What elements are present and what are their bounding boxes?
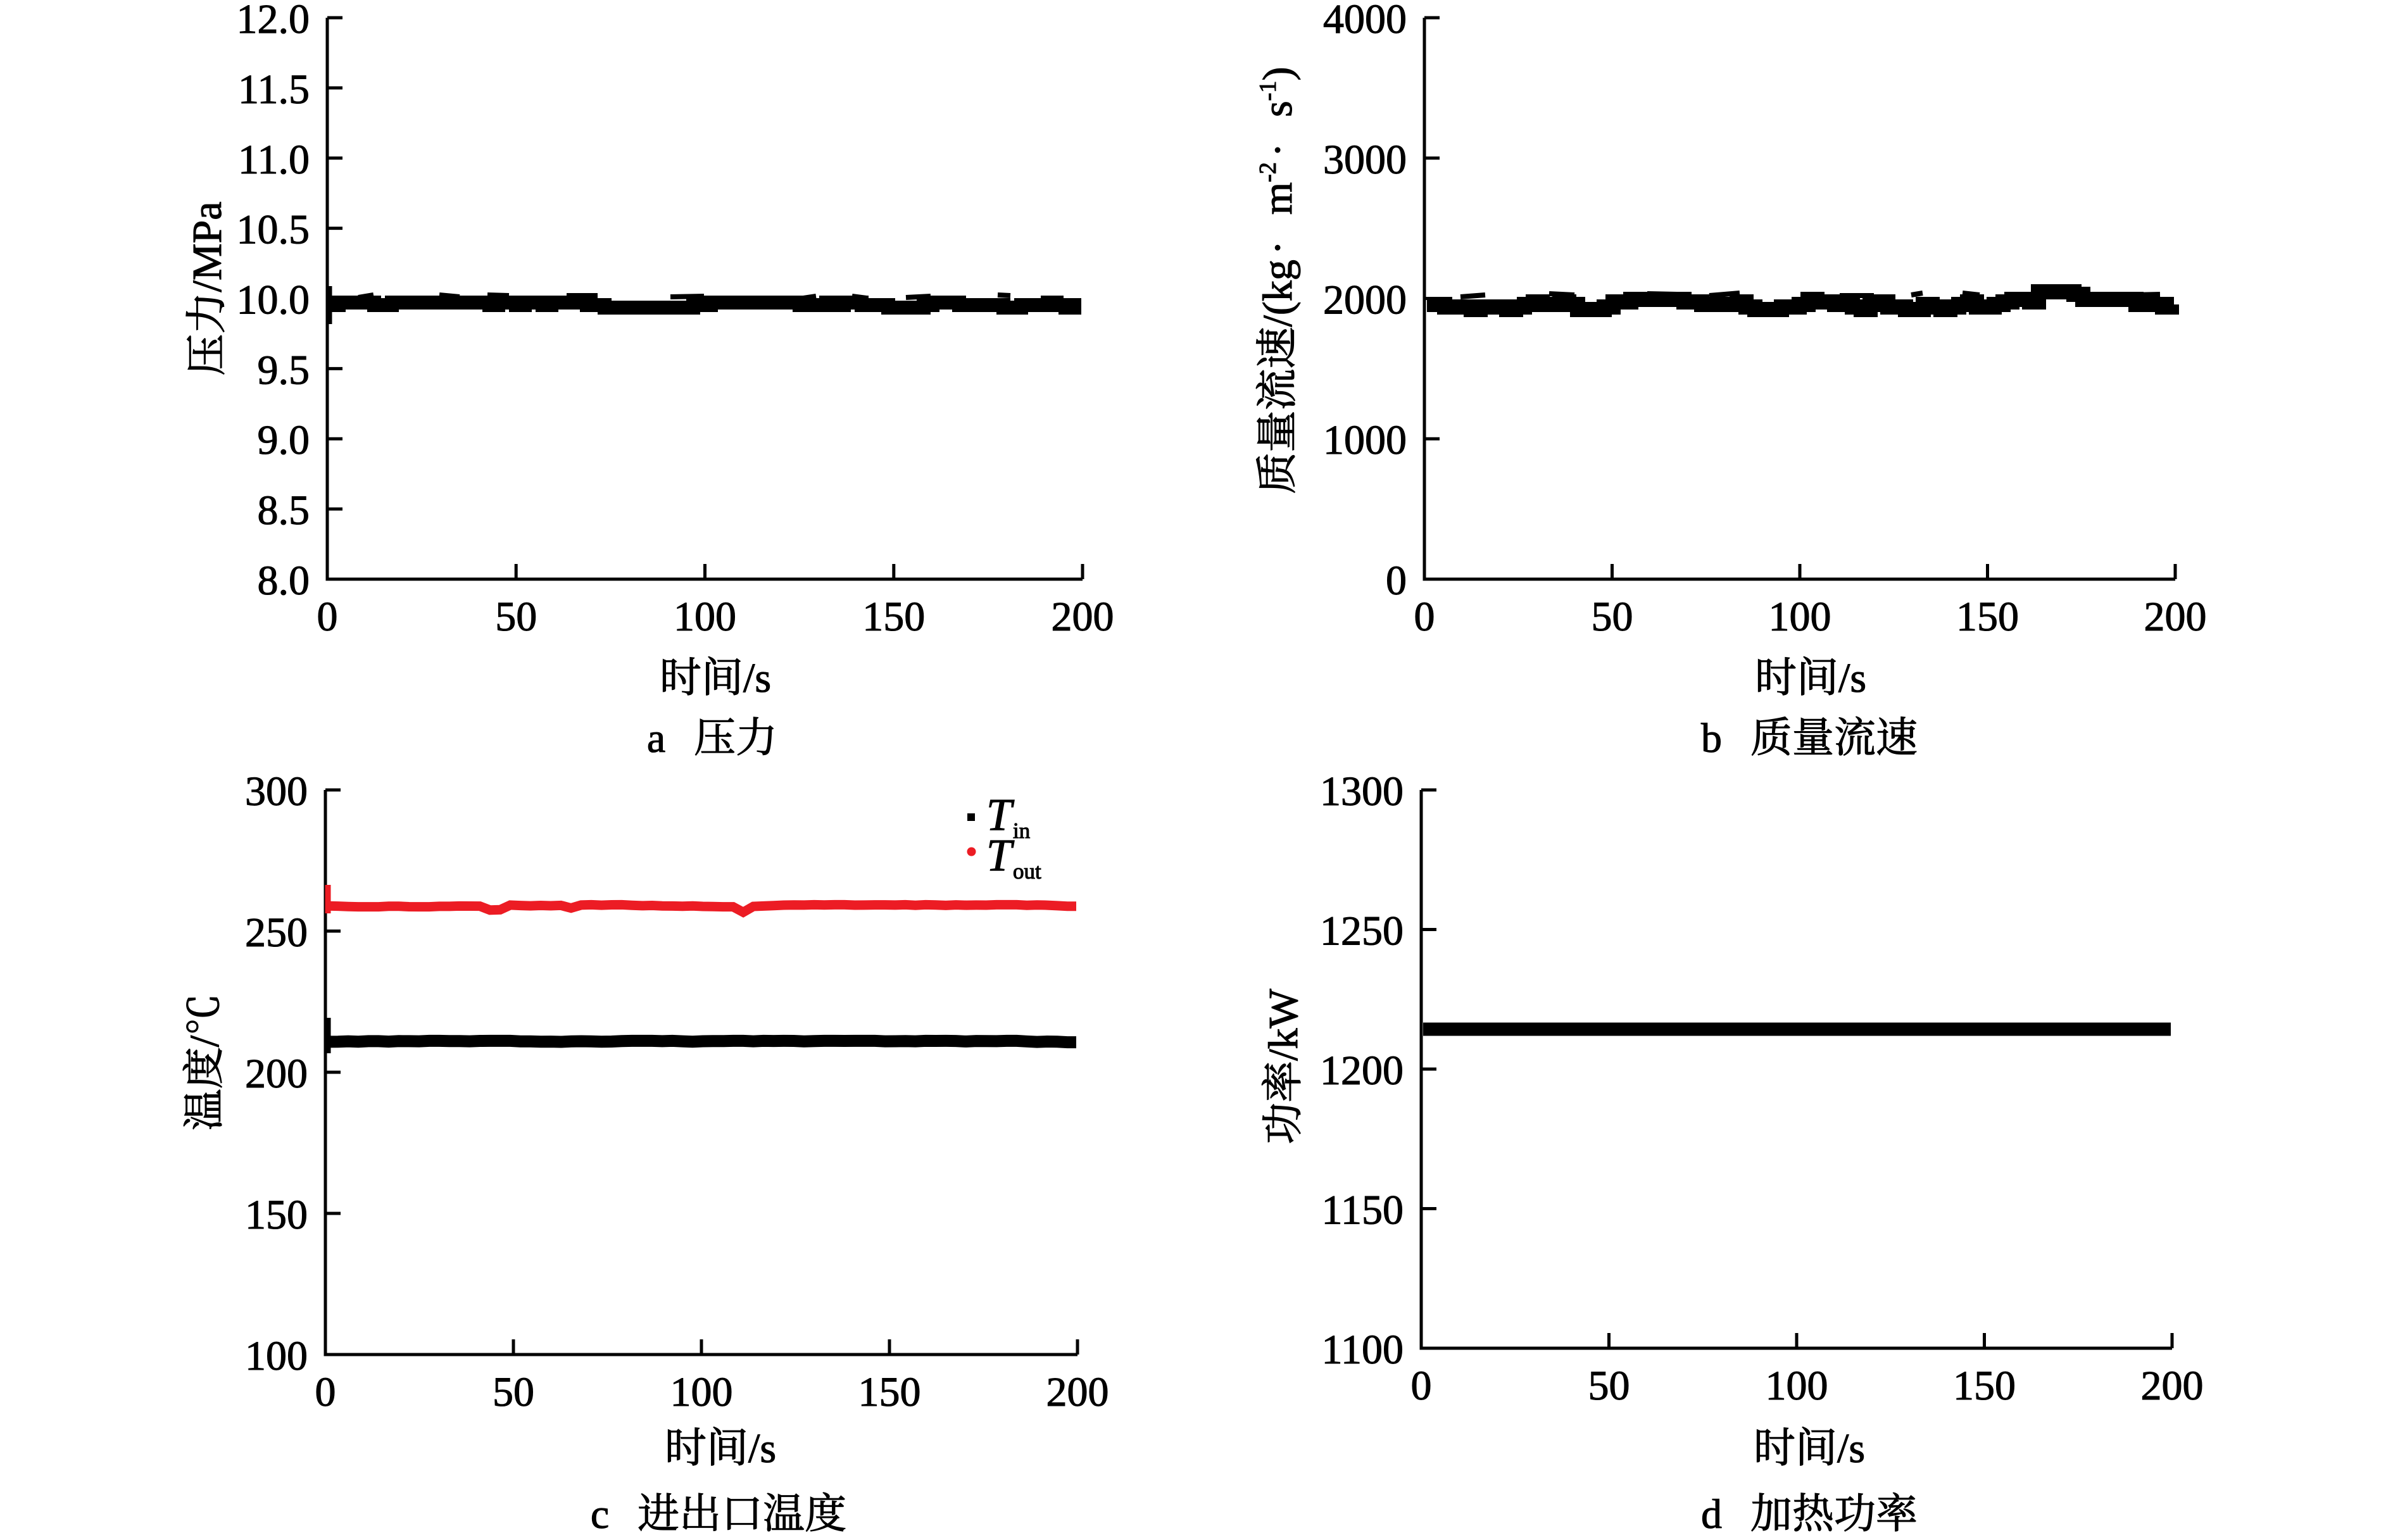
svg-text:1200: 1200	[1320, 1048, 1404, 1094]
svg-text:a: a	[647, 715, 665, 761]
svg-text:0: 0	[1411, 1363, 1432, 1409]
svg-text:50: 50	[1588, 1363, 1630, 1409]
svg-text:1000: 1000	[1323, 417, 1407, 463]
svg-text:T: T	[986, 789, 1015, 840]
svg-text:0: 0	[1414, 594, 1435, 640]
svg-text:1300: 1300	[1320, 768, 1404, 815]
svg-text:10.0: 10.0	[237, 277, 310, 323]
svg-text:/s: /s	[1837, 1425, 1865, 1472]
svg-text:): )	[1255, 67, 1301, 81]
svg-text:/: /	[182, 1035, 228, 1047]
svg-text:1250: 1250	[1320, 908, 1404, 955]
svg-text:3000: 3000	[1323, 137, 1407, 183]
svg-text:·: ·	[1255, 143, 1301, 157]
svg-text:150: 150	[862, 594, 925, 640]
svg-text:4000: 4000	[1323, 0, 1407, 42]
svg-text:1100: 1100	[1321, 1327, 1404, 1373]
svg-text:150: 150	[858, 1369, 921, 1415]
svg-text:200: 200	[1052, 594, 1114, 640]
svg-text:T: T	[986, 830, 1015, 880]
svg-text:150: 150	[1953, 1363, 2016, 1409]
svg-text:-2: -2	[1255, 162, 1281, 182]
svg-text:0: 0	[1386, 558, 1407, 604]
svg-text:m: m	[1255, 182, 1301, 215]
svg-text:/kW: /kW	[1260, 988, 1307, 1060]
svg-text:11.5: 11.5	[238, 66, 310, 113]
svg-text:d: d	[1701, 1491, 1722, 1537]
svg-text:100: 100	[670, 1369, 733, 1415]
svg-text:9.5: 9.5	[258, 347, 310, 393]
svg-text:-1: -1	[1255, 81, 1281, 101]
svg-text:10.5: 10.5	[237, 207, 310, 253]
svg-text:in: in	[1013, 818, 1030, 843]
svg-text:c: c	[591, 1491, 609, 1537]
svg-text:12.0: 12.0	[237, 0, 310, 42]
svg-text:150: 150	[245, 1192, 308, 1238]
svg-text:200: 200	[2141, 1363, 2204, 1409]
svg-text:200: 200	[1046, 1369, 1109, 1415]
svg-text:9.0: 9.0	[258, 417, 310, 463]
svg-text:100: 100	[1766, 1363, 1828, 1409]
svg-text:/s: /s	[743, 655, 771, 701]
svg-text:/MPa: /MPa	[184, 201, 230, 292]
svg-text:50: 50	[495, 594, 537, 640]
svg-text:100: 100	[1769, 594, 1831, 640]
svg-text:50: 50	[1592, 594, 1633, 640]
svg-text:200: 200	[245, 1051, 308, 1097]
svg-text:50: 50	[493, 1369, 534, 1415]
svg-text:/s: /s	[1838, 655, 1866, 701]
svg-text:2000: 2000	[1323, 277, 1407, 323]
svg-text:·: ·	[1255, 241, 1301, 254]
svg-text:200: 200	[2144, 594, 2207, 640]
svg-text:100: 100	[674, 594, 736, 640]
svg-text:150: 150	[1956, 594, 2019, 640]
svg-text:0: 0	[315, 1369, 336, 1415]
svg-text:out: out	[1013, 859, 1041, 884]
svg-text:11.0: 11.0	[238, 137, 310, 183]
svg-text:8.0: 8.0	[258, 558, 310, 604]
svg-text:b: b	[1701, 715, 1722, 761]
svg-text:250: 250	[245, 910, 308, 956]
svg-text:300: 300	[245, 768, 308, 815]
svg-text:/s: /s	[748, 1425, 776, 1472]
svg-text:8.5: 8.5	[258, 487, 310, 534]
svg-text:/(kg: /(kg	[1255, 260, 1301, 327]
svg-text:0: 0	[317, 594, 338, 640]
svg-text:s: s	[1255, 101, 1301, 117]
svg-text:100: 100	[245, 1333, 308, 1379]
svg-text:1150: 1150	[1321, 1187, 1404, 1234]
